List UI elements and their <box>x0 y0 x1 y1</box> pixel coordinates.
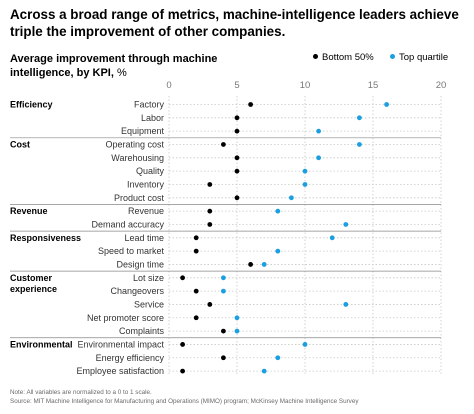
point-bottom-50 <box>207 222 213 227</box>
chart-title: Average improvement through machine inte… <box>10 52 280 80</box>
point-bottom-50 <box>234 115 240 121</box>
point-top-quartile <box>275 355 281 361</box>
kpi-label: Speed to market <box>98 246 165 256</box>
kpi-label: Revenue <box>128 206 164 216</box>
kpi-label: Net promoter score <box>87 313 164 323</box>
point-top-quartile <box>302 182 308 187</box>
point-top-quartile <box>221 288 226 294</box>
group-label: Revenue <box>10 206 48 216</box>
point-bottom-50 <box>234 168 240 174</box>
kpi-label: Product cost <box>114 193 165 203</box>
point-top-quartile <box>357 115 362 121</box>
kpi-label: Lead time <box>124 233 164 243</box>
point-top-quartile <box>384 102 389 107</box>
point-bottom-50 <box>207 302 213 307</box>
point-top-quartile <box>261 368 267 374</box>
point-top-quartile <box>289 195 294 201</box>
x-tick-label: 0 <box>166 80 171 91</box>
kpi-label: Energy efficiency <box>96 353 165 363</box>
kpi-label: Employee satisfaction <box>76 366 164 376</box>
point-top-quartile <box>316 128 321 134</box>
point-top-quartile <box>275 208 281 214</box>
x-tick-label: 5 <box>234 80 239 91</box>
point-bottom-50 <box>234 195 240 201</box>
point-bottom-50 <box>193 315 199 321</box>
legend-label-bottom-50: Bottom 50% <box>322 52 374 63</box>
kpi-label: Inventory <box>127 179 165 189</box>
kpi-label: Lot size <box>133 273 164 283</box>
kpi-label: Quality <box>136 166 165 176</box>
kpi-label: Factory <box>134 100 165 110</box>
point-bottom-50 <box>234 155 240 161</box>
legend-item-bottom-50: Bottom 50% <box>313 52 374 64</box>
kpi-label: Service <box>134 299 164 309</box>
kpi-label: Complaints <box>119 326 165 336</box>
point-top-quartile <box>234 328 240 334</box>
kpi-label: Labor <box>141 113 164 123</box>
group-label: Responsiveness <box>10 233 81 243</box>
point-top-quartile <box>275 248 281 254</box>
group-label: Environmental <box>10 339 73 349</box>
kpi-label: Warehousing <box>111 153 164 163</box>
point-bottom-50 <box>193 235 199 241</box>
point-top-quartile <box>261 262 267 267</box>
chart-title-text: Average improvement through machine inte… <box>10 53 218 79</box>
kpi-label: Environmental impact <box>77 339 164 349</box>
kpi-label: Changeovers <box>110 286 164 296</box>
point-bottom-50 <box>180 342 186 347</box>
point-top-quartile <box>302 342 308 347</box>
point-top-quartile <box>343 302 349 307</box>
point-bottom-50 <box>193 248 199 254</box>
group-label: Cost <box>10 139 30 149</box>
point-bottom-50 <box>193 288 199 294</box>
point-top-quartile <box>221 275 226 281</box>
group-label: Efficiency <box>10 100 53 110</box>
point-bottom-50 <box>180 368 186 374</box>
kpi-label: Demand accuracy <box>91 219 164 229</box>
group-label: Customer experience <box>10 273 57 294</box>
point-top-quartile <box>343 222 349 227</box>
x-tick-label: 10 <box>300 80 311 91</box>
point-bottom-50 <box>248 262 254 267</box>
point-bottom-50 <box>234 128 240 134</box>
point-bottom-50 <box>221 355 226 361</box>
x-tick-label: 15 <box>368 80 379 91</box>
legend-label-top-quartile: Top quartile <box>399 52 449 63</box>
point-top-quartile <box>302 168 308 174</box>
footnote: Note: All variables are normalized to a … <box>10 389 152 396</box>
legend-marker-bottom-50 <box>313 54 318 59</box>
legend-marker-top-quartile <box>390 54 395 59</box>
point-top-quartile <box>234 315 240 321</box>
point-top-quartile <box>329 235 335 241</box>
point-top-quartile <box>357 142 362 147</box>
source-note: Source: MIT Machine Intelligence for Man… <box>10 398 359 405</box>
kpi-label: Operating cost <box>105 139 164 149</box>
point-bottom-50 <box>221 328 226 334</box>
kpi-label: Equipment <box>121 126 165 136</box>
point-top-quartile <box>316 155 321 161</box>
point-bottom-50 <box>180 275 186 281</box>
headline: Across a broad range of metrics, machine… <box>10 7 459 39</box>
point-bottom-50 <box>221 142 226 147</box>
legend-item-top-quartile: Top quartile <box>390 52 448 64</box>
x-tick-label: 20 <box>436 80 447 91</box>
point-bottom-50 <box>207 208 213 214</box>
point-bottom-50 <box>248 102 254 107</box>
chart-unit: % <box>116 67 127 79</box>
point-bottom-50 <box>207 182 213 187</box>
kpi-label: Design time <box>116 259 164 269</box>
